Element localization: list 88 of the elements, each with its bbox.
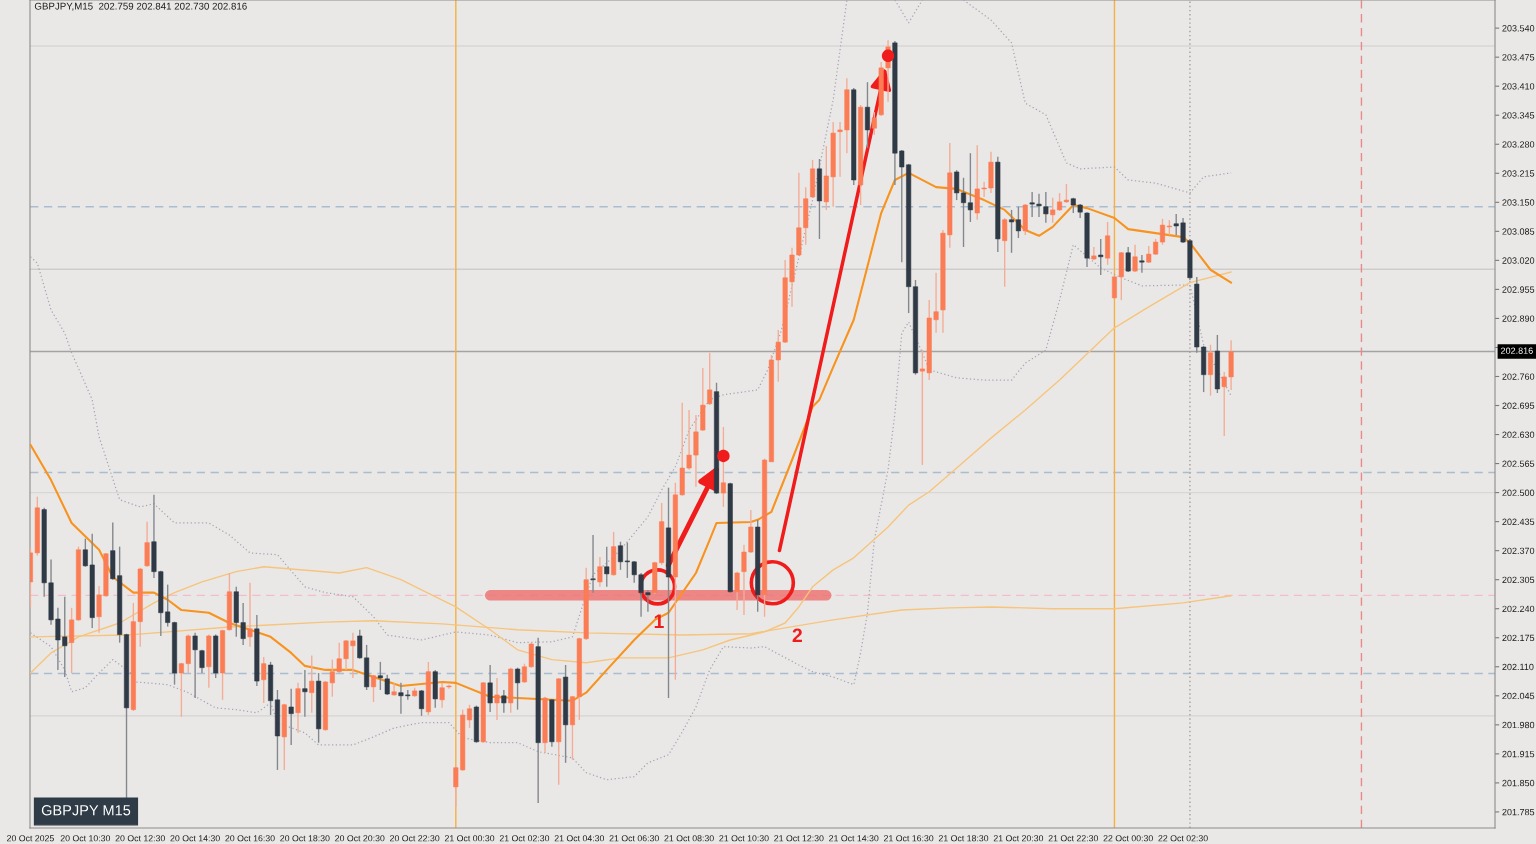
candlestick bbox=[487, 664, 493, 713]
y-tick-label: 202.890 bbox=[1502, 315, 1535, 322]
x-tick-label: 20 Oct 16:30 bbox=[225, 835, 275, 842]
x-tick-label: 21 Oct 16:30 bbox=[884, 835, 934, 842]
y-tick-label: 202.435 bbox=[1502, 518, 1535, 525]
y-tick-label: 202.695 bbox=[1502, 402, 1535, 409]
candlestick bbox=[1063, 183, 1069, 204]
candlestick bbox=[1009, 209, 1015, 254]
candlestick bbox=[967, 152, 973, 223]
x-tick-label: 21 Oct 00:30 bbox=[444, 835, 495, 842]
y-tick-label: 203.215 bbox=[1502, 170, 1535, 177]
x-tick-label: 20 Oct 14:30 bbox=[170, 835, 220, 842]
x-tick-label: 21 Oct 04:30 bbox=[554, 835, 605, 842]
candlestick bbox=[1125, 246, 1131, 273]
line-series bbox=[30, 244, 1232, 781]
candlestick bbox=[864, 81, 870, 149]
candlestick bbox=[604, 545, 610, 588]
x-tick-label: 21 Oct 06:30 bbox=[609, 835, 659, 842]
x-tick-label: 20 Oct 12:30 bbox=[115, 835, 165, 842]
x-tick-label: 22 Oct 00:30 bbox=[1103, 835, 1153, 842]
line-series bbox=[30, 171, 1233, 702]
candlestick bbox=[597, 556, 603, 588]
candlestick bbox=[707, 352, 713, 406]
y-tick-label: 202.045 bbox=[1502, 692, 1535, 700]
y-tick-label: 202.240 bbox=[1502, 605, 1535, 613]
y-tick-label: 201.915 bbox=[1502, 750, 1535, 758]
y-tick-label: 202.175 bbox=[1502, 634, 1535, 642]
candlestick bbox=[1139, 254, 1145, 274]
x-tick-label: 22 Oct 02:30 bbox=[1158, 835, 1208, 842]
x-tick-label: 20 Oct 20:30 bbox=[335, 835, 385, 842]
candlestick bbox=[1015, 206, 1021, 239]
ref-line-label: 202.816 bbox=[1501, 347, 1533, 354]
candlestick bbox=[1208, 344, 1214, 397]
line-series bbox=[30, 271, 1232, 674]
y-tick-label: 201.850 bbox=[1502, 779, 1535, 787]
candlestick bbox=[261, 656, 267, 704]
x-tick-label: 21 Oct 08:30 bbox=[664, 835, 714, 842]
candlestick bbox=[288, 687, 294, 746]
y-tick-label: 202.565 bbox=[1502, 460, 1535, 467]
x-tick-label: 20 Oct 22:30 bbox=[390, 835, 440, 842]
y-tick-label: 203.150 bbox=[1502, 199, 1535, 206]
candlestick bbox=[302, 669, 308, 718]
y-tick-label: 203.280 bbox=[1502, 141, 1535, 148]
x-tick-label: 21 Oct 12:30 bbox=[774, 835, 824, 842]
candlestick bbox=[501, 689, 507, 714]
y-tick-label: 202.955 bbox=[1502, 286, 1535, 293]
x-tick-label: 21 Oct 22:30 bbox=[1048, 835, 1098, 842]
candlestick bbox=[1132, 244, 1138, 273]
y-tick-label: 202.110 bbox=[1502, 663, 1534, 671]
y-tick-label: 203.540 bbox=[1502, 25, 1535, 32]
candlestick bbox=[1098, 238, 1104, 276]
candlestick bbox=[144, 520, 150, 568]
y-tick-label: 203.085 bbox=[1502, 228, 1535, 235]
x-tick-label: 20 Oct 10:30 bbox=[60, 835, 111, 842]
y-tick-label: 202.760 bbox=[1502, 373, 1535, 380]
y-tick-label: 201.785 bbox=[1502, 808, 1535, 816]
y-tick-label: 202.370 bbox=[1502, 547, 1535, 555]
candlestick bbox=[370, 674, 376, 703]
candlestick bbox=[309, 654, 315, 714]
x-tick-label: 21 Oct 02:30 bbox=[499, 835, 550, 842]
y-tick-label: 202.630 bbox=[1502, 431, 1535, 438]
annotation: GBPJPY M15 bbox=[41, 805, 131, 816]
candlestick bbox=[734, 570, 740, 611]
candlestick bbox=[494, 677, 500, 721]
annotation: 2 bbox=[792, 628, 802, 643]
candlestick bbox=[1002, 217, 1008, 288]
candlestick bbox=[720, 426, 726, 508]
candlestick bbox=[419, 689, 425, 717]
candlestick bbox=[871, 111, 877, 136]
candlestick bbox=[1105, 221, 1111, 266]
x-tick-label: 21 Oct 20:30 bbox=[993, 835, 1044, 842]
chart-title: GBPJPY,M15 202.759 202.841 202.730 202.816 bbox=[34, 2, 247, 11]
candlestick bbox=[590, 534, 596, 594]
y-tick-label: 202.305 bbox=[1502, 576, 1535, 584]
y-tick-label: 203.475 bbox=[1502, 54, 1535, 61]
x-tick-label: 21 Oct 10:30 bbox=[719, 835, 769, 842]
candlestick bbox=[247, 582, 253, 648]
y-tick-label: 203.410 bbox=[1502, 83, 1535, 90]
y-tick-label: 202.500 bbox=[1502, 489, 1535, 496]
y-tick-label: 203.020 bbox=[1502, 257, 1535, 264]
x-tick-label: 20 Oct 18:30 bbox=[280, 835, 330, 842]
x-tick-label: 20 Oct 2025 bbox=[7, 835, 54, 842]
candlestick bbox=[515, 666, 521, 711]
x-tick-label: 21 Oct 18:30 bbox=[938, 835, 989, 842]
candlestick bbox=[192, 632, 198, 699]
y-tick-label: 201.980 bbox=[1502, 721, 1535, 729]
x-tick-label: 21 Oct 14:30 bbox=[829, 835, 879, 842]
y-tick-label: 203.345 bbox=[1502, 112, 1535, 119]
